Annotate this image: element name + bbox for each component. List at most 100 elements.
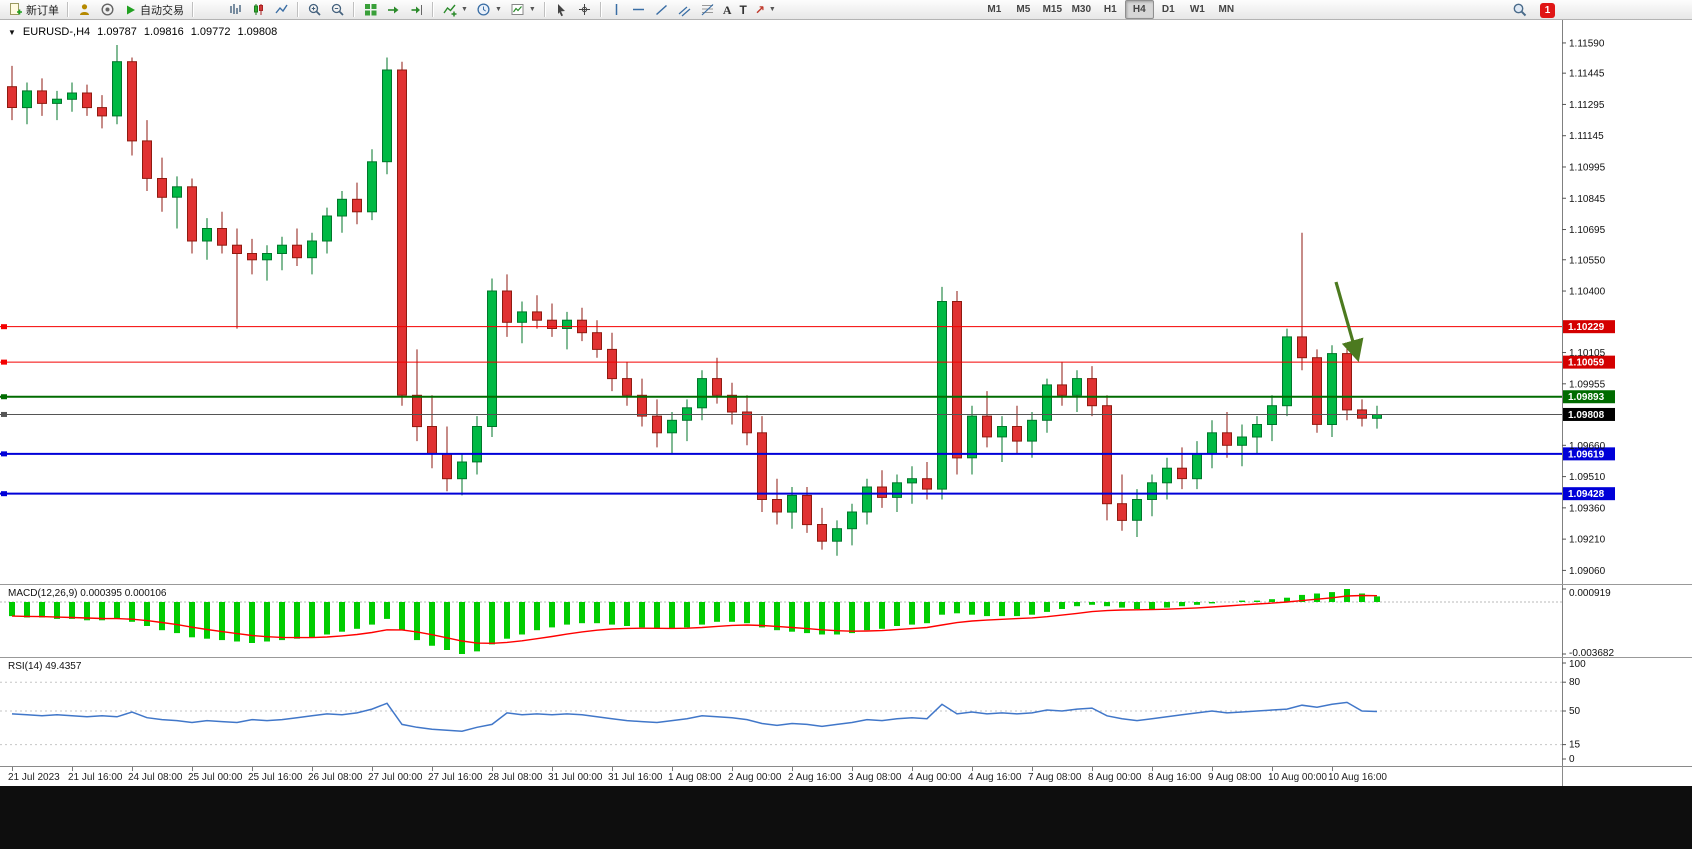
- chart-collapse-icon[interactable]: ▼: [8, 27, 16, 37]
- toolbar-separator: [599, 2, 602, 17]
- price-tag[interactable]: [1563, 407, 1615, 421]
- candle-body: [547, 319, 557, 330]
- horizontal-line-tool-button[interactable]: [627, 0, 650, 19]
- auto-scroll-button[interactable]: [382, 0, 405, 19]
- label-tool-button[interactable]: T: [735, 0, 750, 19]
- periods-button[interactable]: ▼: [472, 0, 506, 19]
- trendline-tool-button[interactable]: [650, 0, 673, 19]
- time-label: 8 Aug 16:00: [1148, 772, 1202, 783]
- chart-shift-button[interactable]: [405, 0, 428, 19]
- candle-body: [247, 253, 257, 261]
- zoom-out-icon: [331, 3, 344, 16]
- ohlc-close: 1.09808: [237, 26, 278, 38]
- time-label: 25 Jul 00:00: [188, 772, 243, 783]
- candlestick-chart-icon: [254, 4, 263, 15]
- price-tag[interactable]: [1563, 487, 1615, 501]
- timeframe-h4[interactable]: H4: [1124, 0, 1154, 19]
- zoom-out-button[interactable]: [326, 0, 349, 19]
- hline-left-marker: [1, 491, 7, 497]
- templates-button[interactable]: ▼: [506, 0, 540, 19]
- cursor-tool-button[interactable]: [550, 0, 573, 19]
- cursor-icon: [557, 4, 565, 17]
- candle-body: [877, 486, 887, 498]
- timeframe-h1[interactable]: H1: [1103, 4, 1117, 15]
- community-button[interactable]: [96, 0, 119, 19]
- candlestick-chart-button[interactable]: [247, 0, 270, 19]
- time-label: 27 Jul 16:00: [428, 772, 483, 783]
- macd-panel[interactable]: 0.000919 -0.003682: [0, 585, 1692, 658]
- time-label: 31 Jul 16:00: [608, 772, 663, 783]
- bottom-strip: [0, 786, 1692, 849]
- timeframe-m1[interactable]: M1: [987, 4, 1002, 15]
- rsi-line: [11, 701, 1378, 732]
- price-tag[interactable]: [1563, 320, 1615, 334]
- price-axis-label: 1.11295: [1569, 100, 1605, 111]
- timeframe-m30[interactable]: M30: [1071, 4, 1092, 15]
- candle-body: [487, 290, 497, 427]
- autotrade-button[interactable]: 自动交易: [119, 0, 188, 19]
- tile-windows-icon: [365, 4, 377, 16]
- timeframe-m5[interactable]: M5: [1016, 4, 1031, 15]
- autotrade-label: 自动交易: [140, 4, 184, 17]
- new-order-button[interactable]: 新订单: [4, 0, 63, 19]
- candle-body: [937, 301, 947, 490]
- candle-body: [1267, 405, 1277, 426]
- new-order-label: 新订单: [26, 4, 59, 17]
- timeframe-d1[interactable]: D1: [1161, 4, 1175, 15]
- timeframe-m15[interactable]: M15: [1042, 4, 1063, 15]
- candle-body: [772, 499, 782, 513]
- timeframe-w1[interactable]: W1: [1189, 4, 1205, 15]
- candle-body: [727, 394, 737, 413]
- rsi-scale-label: 100: [1569, 659, 1586, 670]
- profile-button[interactable]: [73, 0, 96, 19]
- vertical-line-tool-button[interactable]: [606, 0, 627, 19]
- price-tag-label: 1.09808: [1568, 410, 1605, 421]
- candle-body: [997, 426, 1007, 438]
- candle-body: [532, 311, 542, 321]
- channel-icon: [678, 6, 691, 17]
- label-tool-icon: T: [739, 2, 747, 17]
- time-axis-tick: [1332, 767, 1333, 771]
- candle-body: [952, 301, 962, 459]
- text-tool-button[interactable]: A: [719, 0, 736, 19]
- annotation-arrow[interactable]: [1334, 281, 1364, 363]
- bar-chart-icon: [230, 4, 241, 14]
- notification-badge[interactable]: 1: [1540, 2, 1555, 18]
- search-icon[interactable]: [1512, 2, 1528, 18]
- price-axis-label: 1.10995: [1569, 162, 1606, 173]
- zoom-in-button[interactable]: [303, 0, 326, 19]
- rsi-panel[interactable]: 100 80 50 15 0: [0, 658, 1692, 766]
- candle-body: [307, 240, 317, 259]
- price-axis-label: 1.09060: [1569, 566, 1606, 577]
- crosshair-tool-button[interactable]: [573, 0, 596, 19]
- candle-body: [1327, 353, 1337, 426]
- time-axis[interactable]: 21 Jul 2023 21 Jul 16:00 24 Jul 08:00 25 Ju…: [0, 766, 1692, 786]
- macd-indicator-label: MACD(12,26,9) 0.000395 0.000106: [8, 588, 167, 599]
- time-axis-tick: [852, 767, 853, 771]
- time-axis-tick: [492, 767, 493, 771]
- price-axis-label: 1.09955: [1569, 379, 1606, 390]
- time-axis-tick: [552, 767, 553, 771]
- arrows-tool-button[interactable]: ↗ ▼: [751, 0, 780, 19]
- line-chart-button[interactable]: [270, 0, 293, 19]
- channel-tool-button[interactable]: [673, 0, 696, 19]
- timeframe-mn[interactable]: MN: [1218, 4, 1235, 15]
- price-chart[interactable]: 1.10229 1.10059 1.09893 1.09808 1.09619 1.094…: [0, 20, 1692, 585]
- rsi-indicator-label: RSI(14) 49.4357: [8, 661, 82, 672]
- trendline-icon: [655, 4, 667, 16]
- candle-body: [517, 311, 527, 323]
- candle-body: [412, 394, 422, 428]
- price-tag-label: 1.10059: [1568, 358, 1605, 369]
- tile-windows-button[interactable]: [359, 0, 382, 19]
- price-axis-label: 1.09510: [1569, 472, 1606, 483]
- indicators-button[interactable]: ▼: [438, 0, 472, 19]
- bar-chart-button[interactable]: [224, 0, 247, 19]
- price-tag[interactable]: [1563, 447, 1615, 461]
- candle-body: [217, 228, 227, 246]
- candle-body: [847, 511, 857, 530]
- vertical-line-icon: [615, 4, 618, 15]
- price-tag[interactable]: [1563, 390, 1615, 404]
- fibonacci-tool-button[interactable]: [696, 0, 719, 19]
- price-tag[interactable]: [1563, 355, 1615, 369]
- candle-body: [1237, 436, 1247, 446]
